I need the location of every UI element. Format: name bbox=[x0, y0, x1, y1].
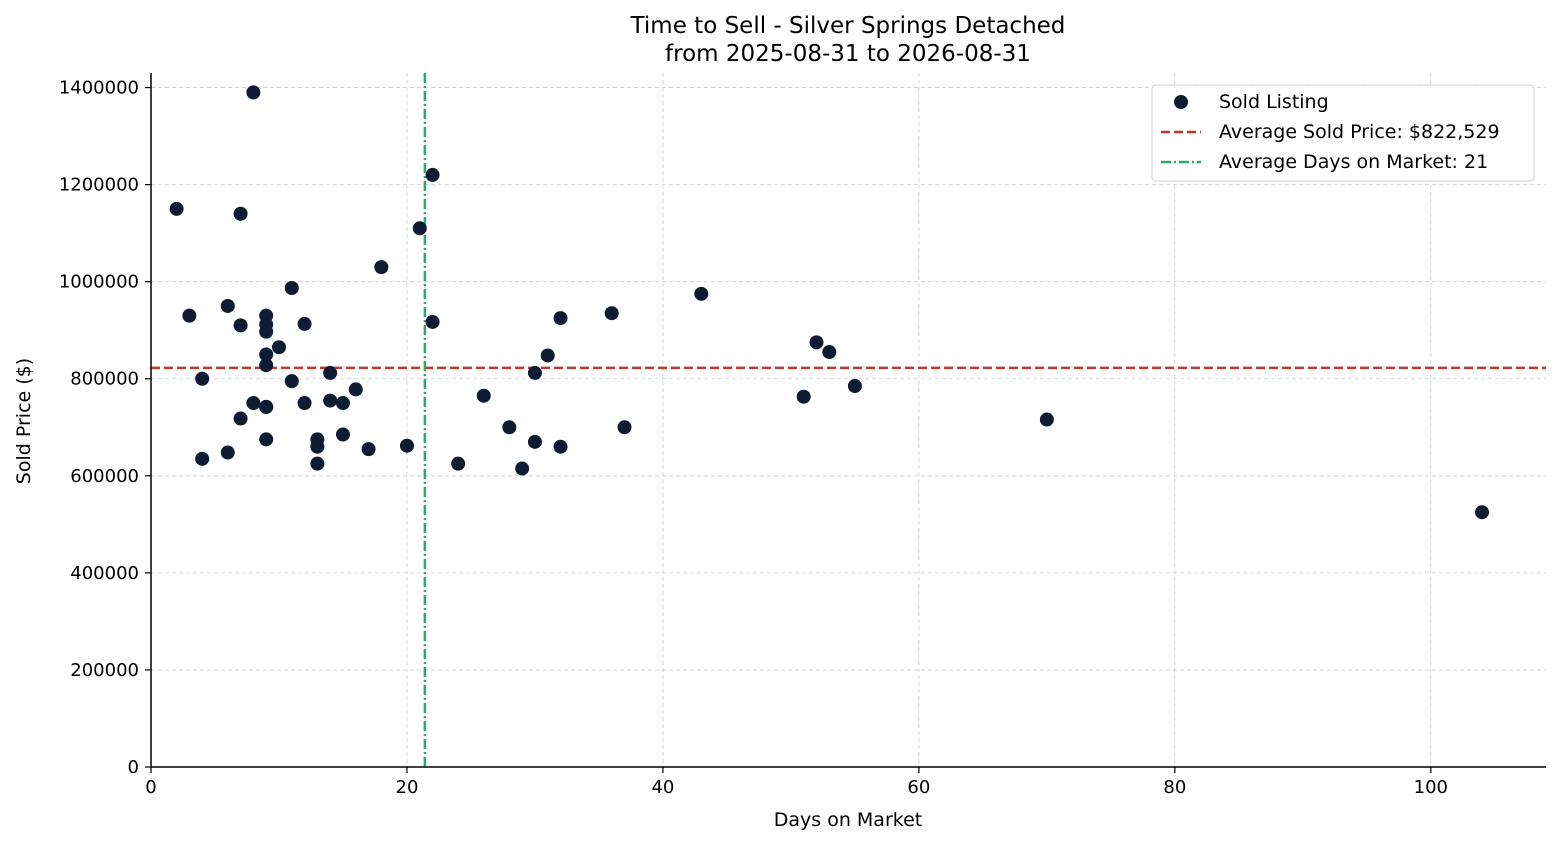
data-point bbox=[259, 347, 274, 362]
data-point bbox=[809, 335, 824, 350]
data-point bbox=[412, 221, 427, 236]
data-point bbox=[259, 432, 274, 447]
data-point bbox=[451, 456, 466, 471]
y-tick-label: 400000 bbox=[70, 563, 139, 584]
data-point bbox=[284, 280, 299, 295]
data-point bbox=[796, 389, 811, 404]
legend-label-average-days: Average Days on Market: 21 bbox=[1219, 151, 1488, 173]
data-point bbox=[259, 324, 274, 339]
data-point bbox=[425, 314, 440, 329]
data-point bbox=[233, 411, 248, 426]
data-point bbox=[1039, 412, 1054, 427]
data-point bbox=[476, 388, 491, 403]
data-point bbox=[335, 396, 350, 411]
tick-labels: 0 20 40 60 80 100 0 200000 400000 600000 800000 100… bbox=[59, 78, 1448, 798]
data-point bbox=[540, 348, 555, 363]
data-point bbox=[323, 365, 338, 380]
data-point bbox=[425, 167, 440, 182]
legend-marker-sold-listing bbox=[1174, 95, 1188, 109]
chart-title-line2: from 2025-08-31 to 2026-08-31 bbox=[665, 41, 1031, 67]
legend-label-average-price: Average Sold Price: $822,529 bbox=[1219, 121, 1500, 143]
data-point bbox=[617, 420, 632, 435]
data-point bbox=[323, 393, 338, 408]
data-point bbox=[169, 201, 184, 216]
data-point bbox=[604, 306, 619, 321]
data-point bbox=[233, 206, 248, 221]
data-point bbox=[502, 420, 517, 435]
data-point bbox=[553, 439, 568, 454]
data-point bbox=[246, 85, 261, 100]
y-tick-label: 0 bbox=[128, 757, 139, 778]
data-point bbox=[399, 438, 414, 453]
y-tick-label: 1400000 bbox=[59, 78, 139, 99]
data-point bbox=[361, 442, 376, 457]
data-point bbox=[297, 316, 312, 331]
data-point bbox=[374, 260, 389, 275]
data-points bbox=[169, 85, 1490, 520]
data-point bbox=[220, 298, 235, 313]
y-tick-label: 800000 bbox=[70, 369, 139, 390]
data-point bbox=[1475, 505, 1490, 520]
data-point bbox=[310, 456, 325, 471]
x-tick-label: 20 bbox=[396, 777, 419, 798]
data-point bbox=[527, 434, 542, 449]
legend: Sold Listing Average Sold Price: $822,52… bbox=[1151, 84, 1535, 182]
data-point bbox=[297, 396, 312, 411]
data-point bbox=[553, 311, 568, 326]
legend-box bbox=[1151, 84, 1535, 182]
y-tick-label: 200000 bbox=[70, 660, 139, 681]
data-point bbox=[847, 379, 862, 394]
y-tick-label: 1000000 bbox=[59, 272, 139, 293]
legend-label-sold-listing: Sold Listing bbox=[1219, 91, 1329, 113]
data-point bbox=[527, 365, 542, 380]
chart-title-line1: Time to Sell - Silver Springs Detached bbox=[630, 13, 1066, 39]
x-tick-label: 0 bbox=[145, 777, 156, 798]
data-point bbox=[694, 286, 709, 301]
data-point bbox=[259, 399, 274, 414]
data-point bbox=[246, 396, 261, 411]
data-point bbox=[220, 445, 235, 460]
data-point bbox=[271, 340, 286, 355]
data-point bbox=[233, 318, 248, 333]
y-tick-label: 600000 bbox=[70, 466, 139, 487]
x-tick-label: 80 bbox=[1163, 777, 1186, 798]
data-point bbox=[284, 374, 299, 389]
x-tick-label: 100 bbox=[1414, 777, 1448, 798]
data-point bbox=[310, 439, 325, 454]
data-point bbox=[195, 451, 210, 466]
x-axis-label: Days on Market bbox=[774, 809, 922, 831]
y-tick-label: 1200000 bbox=[59, 175, 139, 196]
data-point bbox=[335, 427, 350, 442]
data-point bbox=[182, 308, 197, 323]
data-point bbox=[348, 382, 363, 397]
data-point bbox=[515, 461, 530, 476]
data-point bbox=[259, 358, 274, 373]
axes bbox=[145, 73, 1546, 773]
x-tick-label: 60 bbox=[907, 777, 930, 798]
data-point bbox=[822, 345, 837, 360]
data-point bbox=[195, 371, 210, 386]
average-lines bbox=[151, 73, 1546, 767]
x-tick-label: 40 bbox=[651, 777, 674, 798]
y-axis-label: Sold Price ($) bbox=[13, 358, 35, 484]
